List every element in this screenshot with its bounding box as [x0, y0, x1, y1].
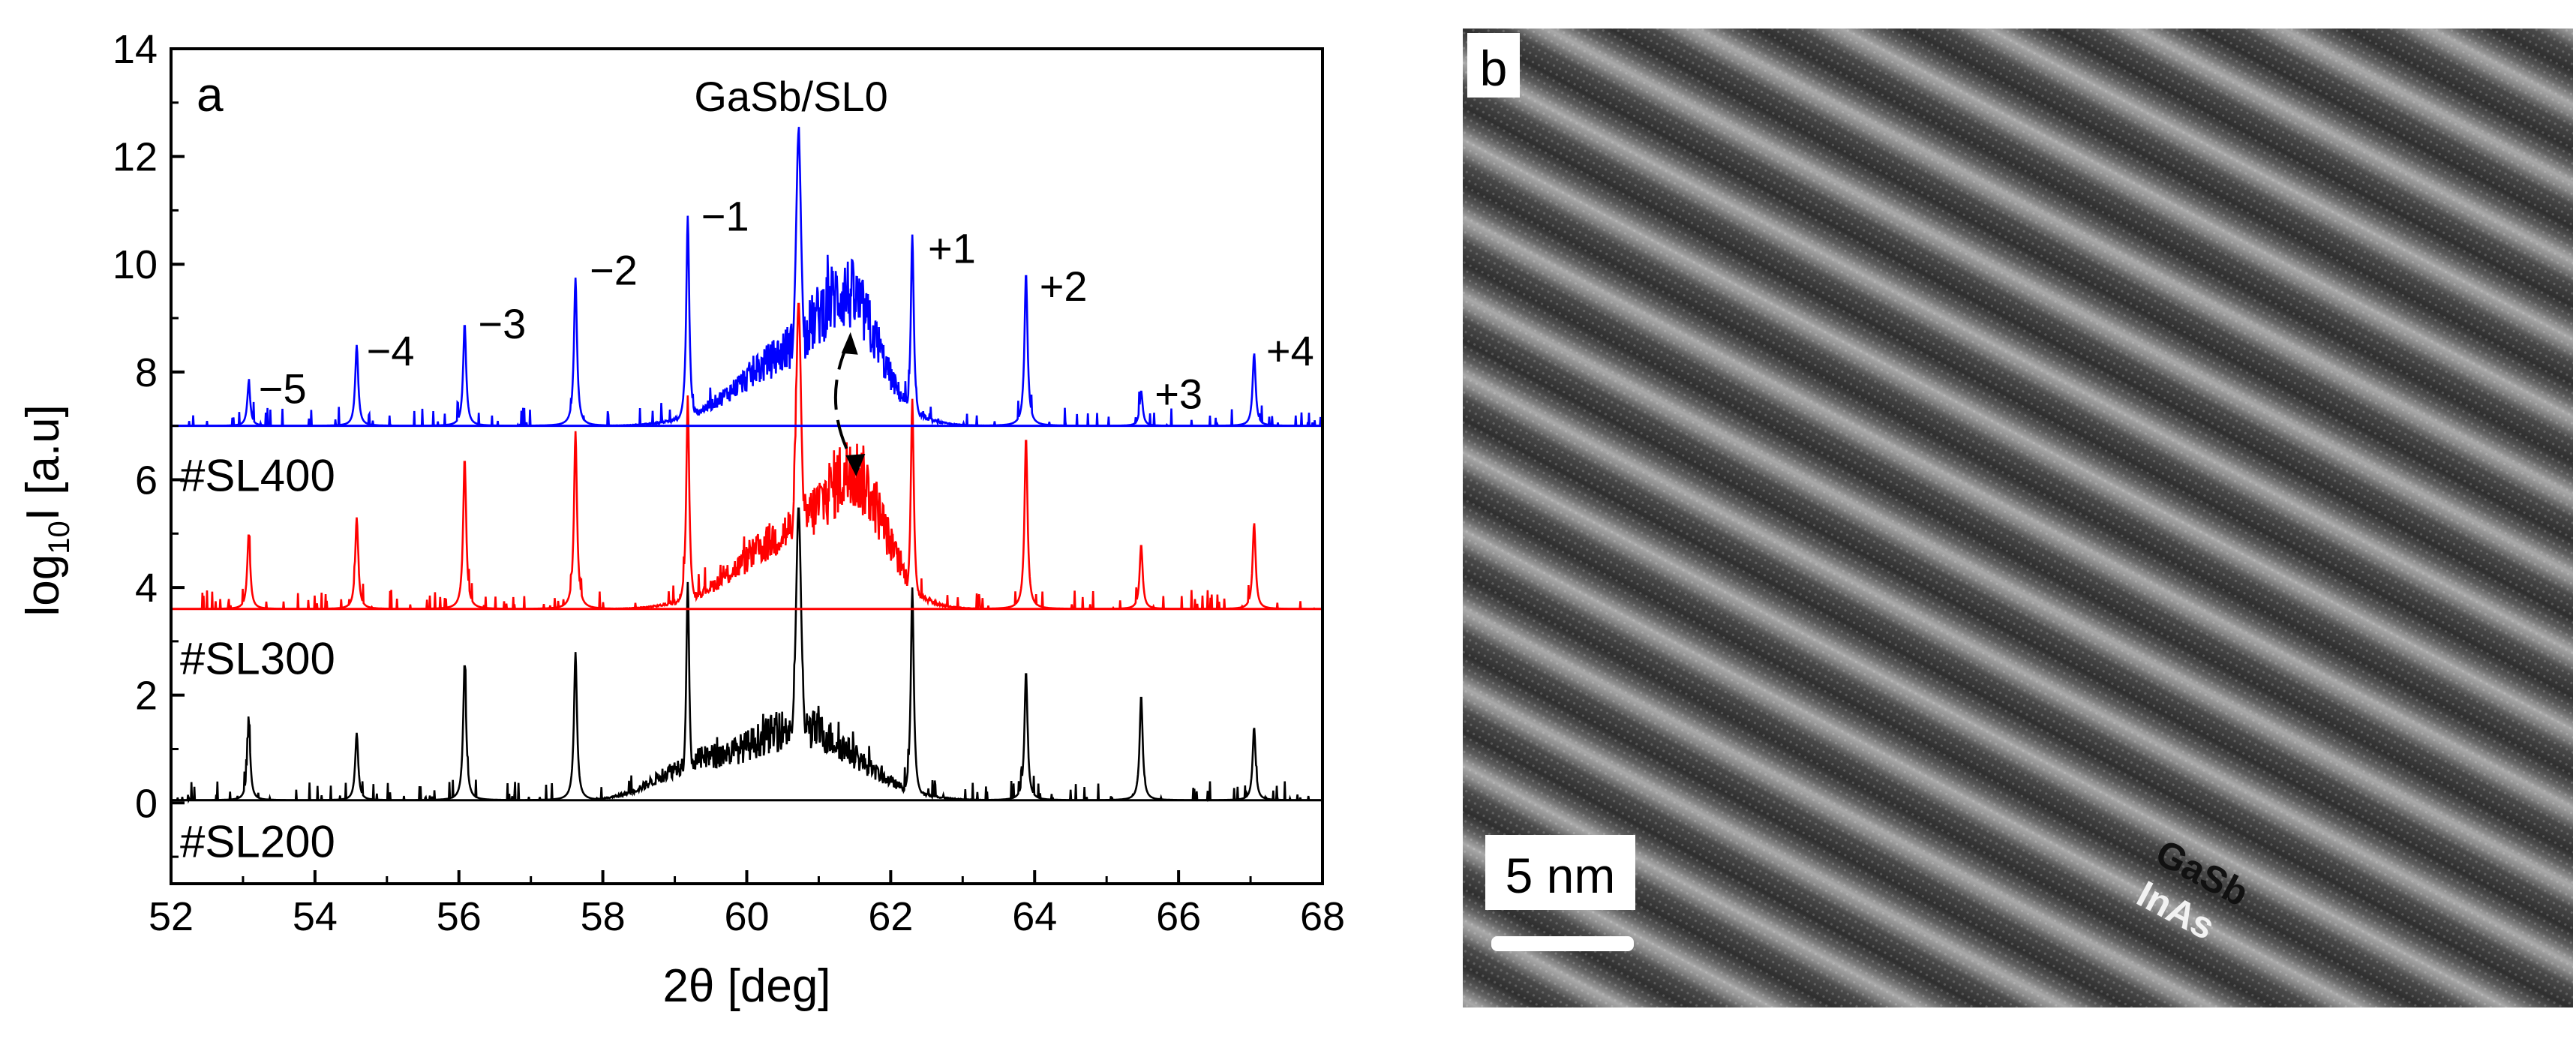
y-tick-label: 14 [113, 27, 158, 72]
satellite-order-label: −2 [590, 246, 638, 293]
series-label: #SL400 [180, 450, 335, 500]
atomic-lattice-texture [1463, 29, 2573, 1007]
arrow-head-up [841, 332, 858, 355]
series-line [172, 302, 1321, 611]
x-tick-label: 52 [149, 894, 194, 939]
scale-bar-label-box [1485, 835, 1635, 910]
series-sl400 [172, 127, 1322, 428]
panel-b-label: b [1480, 41, 1508, 96]
tem-image-panel: b 5 nm GaSb InAs [1463, 29, 2573, 1007]
x-tick-label: 68 [1300, 894, 1345, 939]
series-sl300 [172, 302, 1321, 611]
scale-bar-label: 5 nm [1506, 848, 1616, 903]
series-label: #SL300 [180, 633, 335, 683]
y-axis-label: log10I [a.u] [17, 404, 76, 616]
x-tick-label: 66 [1156, 894, 1201, 939]
panel-a-label: a [197, 68, 224, 122]
y-label-log: log [17, 554, 69, 617]
satellite-order-label: +4 [1266, 327, 1314, 374]
x-tick-label: 60 [724, 894, 769, 939]
satellite-order-label: +1 [928, 225, 976, 272]
arrow-head-down [845, 454, 866, 477]
y-tick-label: 6 [135, 458, 158, 503]
satellite-order-label: +2 [1040, 263, 1088, 310]
satellite-order-label: −5 [259, 365, 307, 412]
y-tick-label: 2 [135, 674, 158, 719]
xrd-chart-panel: 52 54 56 58 60 62 64 66 68 0 2 4 6 8 10 12 14 #SL400 #SL3… [17, 27, 1345, 1012]
x-axis-label: 2θ [deg] [662, 960, 830, 1012]
x-tick-label: 62 [868, 894, 913, 939]
satellite-order-label: −3 [478, 300, 526, 347]
x-tick-label: 54 [293, 894, 338, 939]
y-tick-label: 8 [135, 350, 158, 395]
series-line [172, 127, 1322, 428]
scale-bar [1491, 936, 1634, 951]
y-tick-label: 0 [135, 781, 158, 826]
satellite-order-label: +3 [1154, 371, 1202, 418]
y-label-subscript: 10 [43, 521, 76, 554]
y-tick-label: 10 [113, 242, 158, 287]
tem-micrograph: b 5 nm GaSb InAs [1463, 29, 2573, 1007]
series-line [172, 507, 1321, 804]
satellite-order-label: −1 [701, 193, 749, 240]
hump-shift-arrow [833, 340, 858, 469]
x-tick-label: 58 [581, 894, 626, 939]
x-tick-label: 64 [1012, 894, 1057, 939]
plot-frame [170, 47, 1324, 885]
main-peak-label: GaSb/SL0 [694, 73, 887, 120]
series-sl200 [172, 507, 1321, 804]
y-tick-label: 4 [135, 566, 158, 611]
series-label: #SL200 [180, 817, 335, 867]
satellite-order-label: −4 [367, 327, 415, 374]
x-tick-label: 56 [437, 894, 482, 939]
y-label-rest: I [a.u] [17, 404, 69, 521]
y-tick-label: 12 [113, 135, 158, 180]
panel-b-label-box [1467, 33, 1520, 98]
